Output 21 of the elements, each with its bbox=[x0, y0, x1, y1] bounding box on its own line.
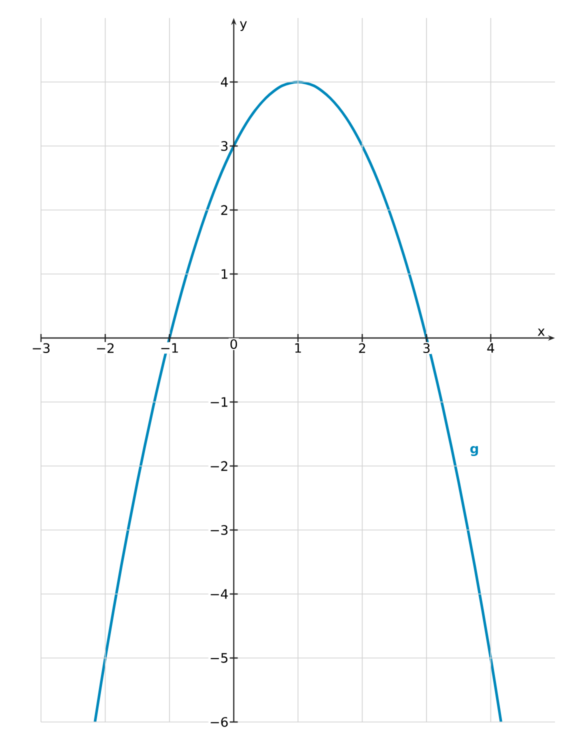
y-axis-title: y bbox=[240, 21, 247, 31]
y-tick-label: −1 bbox=[210, 397, 228, 407]
x-tick-label: −2 bbox=[97, 343, 114, 353]
x-tick-label: 4 bbox=[487, 343, 494, 353]
y-tick-label: −3 bbox=[210, 525, 228, 535]
x-tick-label: 3 bbox=[423, 343, 430, 354]
y-tick-label: 4 bbox=[220, 77, 228, 87]
y-tick-label: 3 bbox=[221, 141, 228, 151]
y-tick-label: −5 bbox=[210, 653, 228, 663]
y-tick-label: −6 bbox=[210, 717, 228, 727]
x-tick-label: −1 bbox=[161, 343, 178, 353]
y-tick-label: 2 bbox=[221, 205, 228, 215]
y-tick-label: −4 bbox=[210, 589, 228, 599]
x-tick-label: 0 bbox=[230, 339, 238, 350]
y-tick-label: 1 bbox=[222, 269, 228, 279]
x-tick-label: −3 bbox=[32, 343, 50, 354]
y-tick-label: −2 bbox=[210, 461, 228, 471]
x-axis-title: x bbox=[538, 328, 545, 336]
x-tick-label: 2 bbox=[359, 343, 366, 353]
series-label: g bbox=[470, 446, 478, 456]
x-tick-label: 1 bbox=[295, 343, 301, 353]
